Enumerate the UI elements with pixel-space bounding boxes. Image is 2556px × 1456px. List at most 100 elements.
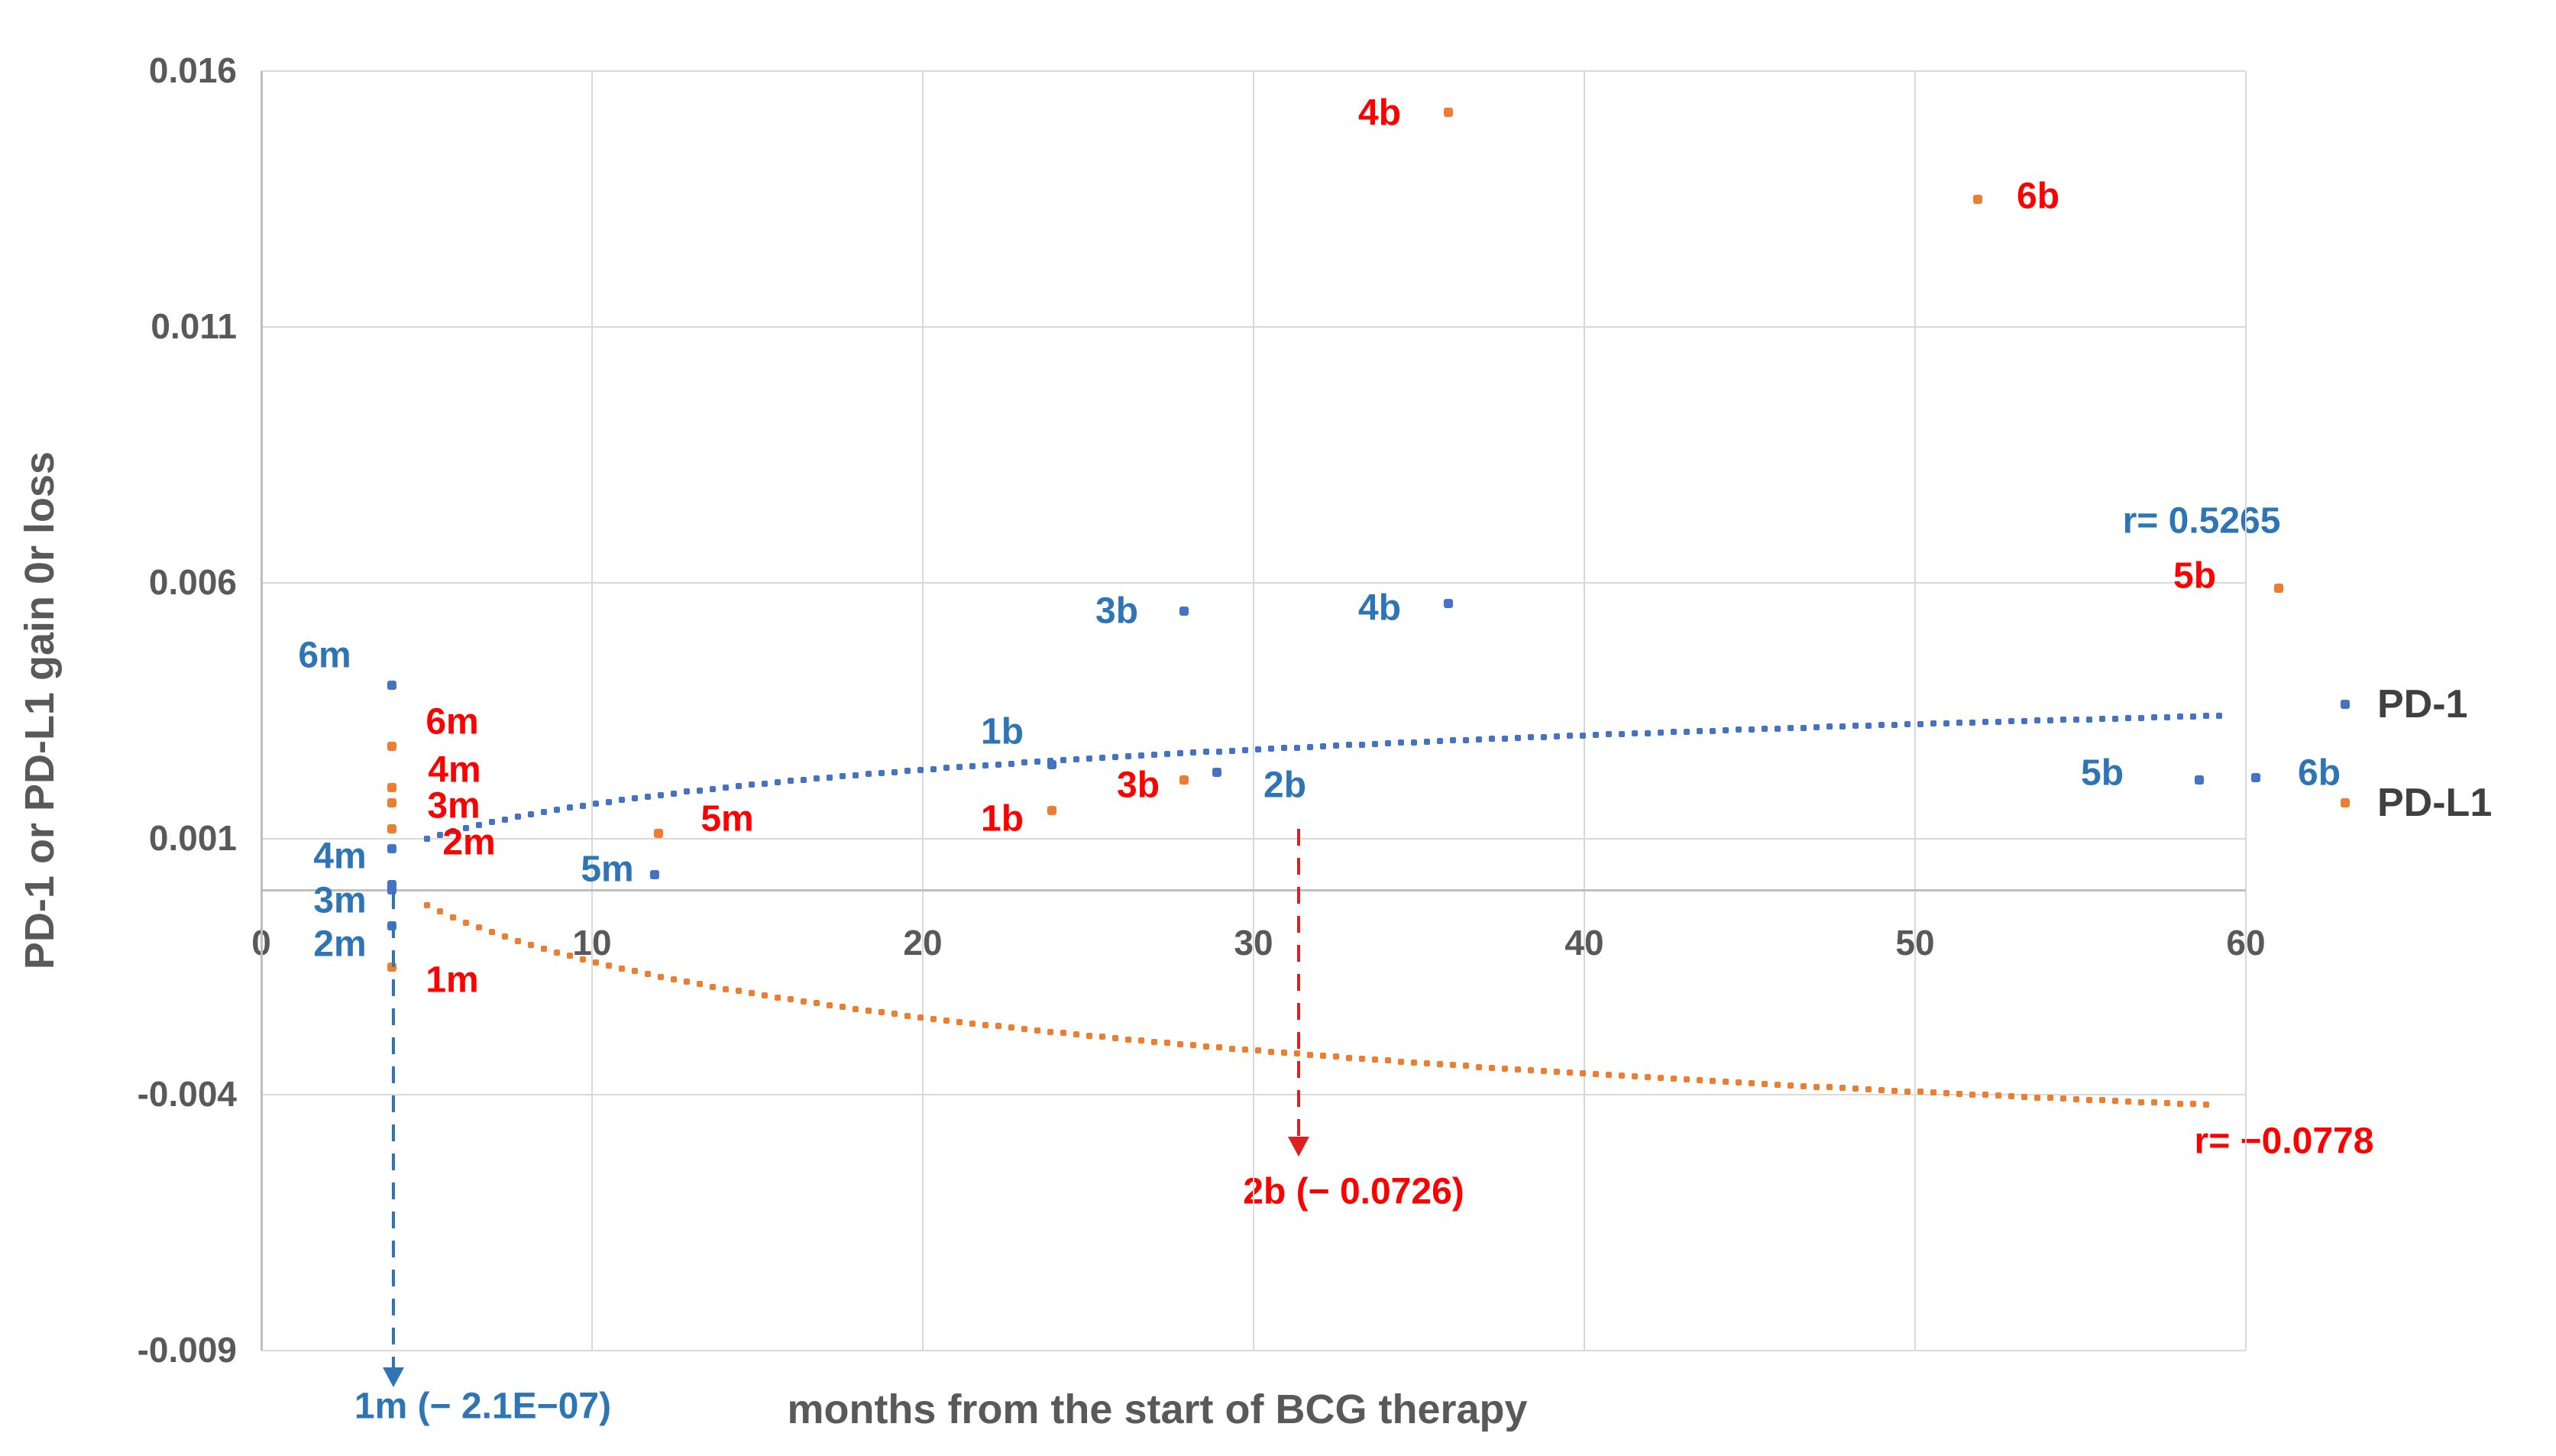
pd-l1-trendline-dot: [787, 996, 794, 1003]
pd-1-trendline-dot: [1683, 728, 1690, 735]
ann-1m-arrow: [392, 892, 395, 1367]
pd-l1-trendline-dot: [2021, 1093, 2027, 1100]
x-tick-label: 30: [1234, 923, 1273, 963]
pd-1-trendline-dot: [1111, 754, 1118, 761]
pd-1-trendline-dot: [1098, 755, 1105, 762]
pd-1-trendline-dot: [514, 814, 521, 820]
pd-1-trendline-dot: [774, 778, 781, 785]
pd-l1-trendline-dot: [1475, 1063, 1482, 1070]
pd-1-trendline-dot: [709, 785, 716, 792]
pd-l1-trendline-dot: [527, 941, 534, 948]
pd-l1-trendline-dot: [1904, 1088, 1911, 1095]
pd-l1-trendline-dot: [1060, 1030, 1066, 1037]
pd-l1-trendline-dot: [1683, 1076, 1690, 1083]
pd-l1-trendline-dot: [2008, 1093, 2014, 1099]
pd-1-trendline-dot: [1579, 732, 1586, 739]
pd-1-trendline-dot: [2163, 713, 2170, 720]
pd-l1-point-2m: [387, 823, 397, 833]
pd-1-trendline-dot: [1956, 720, 1962, 726]
pd-1-trendline-dot: [1410, 739, 1417, 746]
pd1-marker-icon: [2341, 700, 2350, 709]
pd-l1-trendline-dot: [1034, 1027, 1040, 1034]
pd-1-trendline-dot: [566, 804, 573, 811]
pd-l1-trendline-dot: [1137, 1037, 1144, 1044]
annotation-2b-value: 2b (− 0.0726): [1243, 1171, 1464, 1212]
ann-2b-arrow: [1297, 829, 1300, 1137]
pd-1-trendline-dot: [878, 769, 885, 776]
pd-l1-trendline-dot: [800, 998, 807, 1005]
pd-l1-trendline-dot: [995, 1023, 1001, 1030]
pd-l1-trendline-dot: [1176, 1040, 1183, 1047]
pd-1-trendline-dot: [1696, 728, 1703, 735]
pd-l1-trendline-dot: [1696, 1077, 1703, 1084]
legend-item-pd1: PD-1: [2341, 681, 2467, 727]
pd-l1-trendline-dot: [592, 959, 599, 966]
pd-l1-trendline-dot: [1501, 1065, 1508, 1072]
pd-1-trendline-dot: [1332, 743, 1339, 749]
pd-1-trendline-dot: [2072, 716, 2079, 723]
pd-1-point-2b: [1212, 767, 1222, 777]
pd-1-trendline-dot: [1982, 719, 1988, 726]
pd-1-trendline-dot: [423, 835, 430, 842]
pd-l1-trendline-dot: [1826, 1084, 1833, 1091]
pd-l1-trendline-dot: [969, 1020, 975, 1027]
pd-l1-trendline-dot: [1254, 1047, 1261, 1054]
pd-1-trendline-dot: [1735, 726, 1742, 733]
pd-1-point-label-3b: 3b: [1095, 590, 1139, 632]
pd-1-trendline-dot: [2189, 713, 2196, 720]
pd-l1-trendline-dot: [2111, 1098, 2118, 1105]
pd-l1-trendline-dot: [501, 933, 508, 940]
pd-1-trendline-dot: [1254, 746, 1261, 752]
pd-l1-trendline-dot: [982, 1021, 988, 1028]
pd-1-point-5m: [650, 869, 660, 879]
pd-l1-point-6b: [1973, 194, 1983, 204]
pd-l1-trendline-dot: [1371, 1056, 1378, 1063]
pd-l1-trendline-dot: [696, 981, 703, 988]
pd-1-trendline-dot: [2176, 713, 2183, 720]
pd-1-trendline-dot: [1566, 733, 1573, 739]
pd-1-trendline-dot: [839, 773, 846, 780]
pd-l1-trendline-dot: [1280, 1050, 1287, 1056]
pd-1-trendline-dot: [1345, 742, 1352, 749]
pd-l1-trendline-dot: [488, 929, 495, 936]
pd-l1-trendline-dot: [1787, 1082, 1794, 1089]
pd-1-trendline-dot: [2098, 716, 2105, 723]
pd-l1-trendline-dot: [1995, 1092, 2001, 1099]
pd-1-trendline-dot: [1644, 730, 1651, 736]
pd-1-trendline-dot: [1228, 747, 1235, 754]
pd-1-point-1b: [1047, 759, 1056, 769]
pd-1-point-label-6m: 6m: [298, 635, 351, 676]
pd-1-trendline-dot: [1787, 725, 1794, 732]
pd-1-trendline-dot: [670, 790, 677, 797]
pd-1-point-label-5b: 5b: [2080, 752, 2124, 794]
pd-1-trendline-dot: [1540, 733, 1547, 740]
pd-l1-trendline-dot: [943, 1017, 950, 1024]
pd-1-trendline-dot: [501, 816, 508, 823]
pd-l1-trendline-dot: [1605, 1072, 1612, 1079]
y-tick-label: 0.016: [148, 50, 237, 90]
pd-1-trendline-dot: [527, 811, 534, 818]
pd-1-trendline-dot: [722, 784, 729, 791]
pd-l1-trendline-dot: [1852, 1086, 1859, 1092]
pd-l1-trendline-dot: [1891, 1087, 1898, 1094]
pd-l1-trendline-dot: [436, 908, 443, 915]
pd-1-trendline-dot: [1761, 726, 1768, 733]
pd-1-trendline-dot: [1034, 759, 1040, 765]
pd-1-point-label-2b: 2b: [1263, 765, 1307, 806]
pd-1-trendline-dot: [2008, 718, 2014, 725]
pd-1-point-4m: [387, 844, 397, 854]
pd-1-trendline-dot: [1202, 749, 1209, 756]
pd-l1-trendline-dot: [1021, 1026, 1027, 1033]
pd-1-trendline-dot: [2124, 715, 2131, 722]
pd-l1-trendline-dot: [1553, 1069, 1560, 1076]
pd-l1-trendline-dot: [1423, 1060, 1430, 1066]
pd-l1-trendline-dot: [2176, 1100, 2183, 1107]
pd-l1-point-5m: [653, 829, 663, 839]
pd-1-trendline-dot: [1917, 720, 1923, 727]
pd-l1-point-3m: [387, 798, 397, 808]
pd-1-trendline-dot: [1306, 743, 1313, 750]
pd-l1-trendline-dot: [1345, 1054, 1352, 1061]
pd-l1-trendline-dot: [1839, 1085, 1846, 1092]
pd-1-point-label-1b: 1b: [980, 711, 1024, 752]
